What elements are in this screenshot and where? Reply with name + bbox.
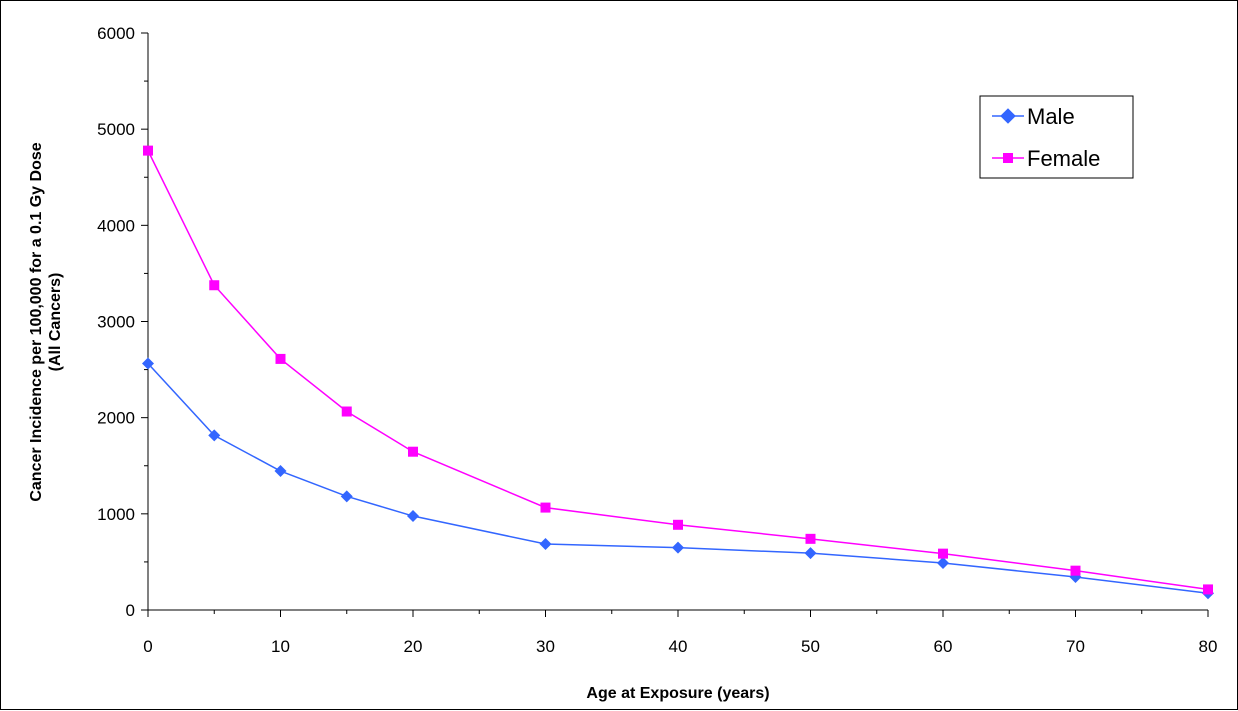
legend-label-male: Male (1027, 104, 1075, 129)
legend-label-female: Female (1027, 146, 1100, 171)
data-point-female (938, 548, 948, 559)
y-tick-label: 4000 (97, 216, 135, 235)
data-point-female (540, 502, 551, 513)
data-point-male (937, 556, 949, 569)
x-tick-label: 80 (1199, 637, 1218, 656)
data-point-female (143, 145, 153, 156)
legend: Male Female (979, 95, 1134, 179)
data-point-female (1070, 565, 1081, 576)
legend-box (979, 95, 1134, 179)
series (142, 145, 1214, 600)
data-point-male (407, 510, 419, 523)
x-ticks: 0 10 20 30 40 50 60 70 80 (143, 610, 1217, 656)
data-point-male (142, 357, 154, 370)
data-point-male (340, 490, 353, 503)
y-tick-label: 6000 (97, 24, 135, 43)
data-point-male (804, 547, 817, 560)
x-tick-label: 40 (669, 637, 688, 656)
y-tick-label: 0 (126, 601, 135, 620)
data-point-male (672, 541, 684, 554)
data-point-female (408, 446, 418, 457)
x-tick-label: 60 (934, 637, 953, 656)
y-tick-label: 5000 (97, 120, 135, 139)
x-tick-label: 0 (143, 637, 152, 656)
y-axis-title: Cancer Incidence per 100,000 for a 0.1 G… (28, 142, 64, 501)
series-female (143, 145, 1213, 595)
data-point-male (274, 465, 287, 478)
x-tick-label: 10 (271, 637, 290, 656)
data-point-male (208, 429, 221, 442)
series-line-male (147, 363, 1209, 595)
data-point-female (341, 406, 352, 417)
data-point-female (275, 353, 286, 364)
data-point-female (673, 519, 683, 530)
y-tick-label: 2000 (97, 409, 135, 428)
x-tick-label: 50 (801, 637, 820, 656)
legend-marker-female (1003, 153, 1013, 163)
data-point-female (1203, 584, 1213, 595)
x-tick-label: 20 (404, 637, 423, 656)
y-tick-label: 3000 (97, 313, 135, 332)
y-ticks: 0 1000 2000 3000 4000 5000 6000 (97, 24, 148, 620)
y-axis-title-line1: Cancer Incidence per 100,000 for a 0.1 G… (28, 142, 45, 501)
series-male (142, 357, 1214, 600)
x-axis-title: Age at Exposure (years) (586, 685, 769, 702)
legend-item-female: Female (992, 146, 1100, 171)
y-tick-label: 1000 (97, 505, 135, 524)
x-tick-label: 70 (1066, 637, 1085, 656)
data-point-female (209, 280, 220, 291)
x-tick-label: 30 (536, 637, 555, 656)
data-point-male (539, 538, 552, 551)
data-point-female (805, 533, 816, 544)
y-axis-title-line2: (All Cancers) (47, 273, 64, 372)
